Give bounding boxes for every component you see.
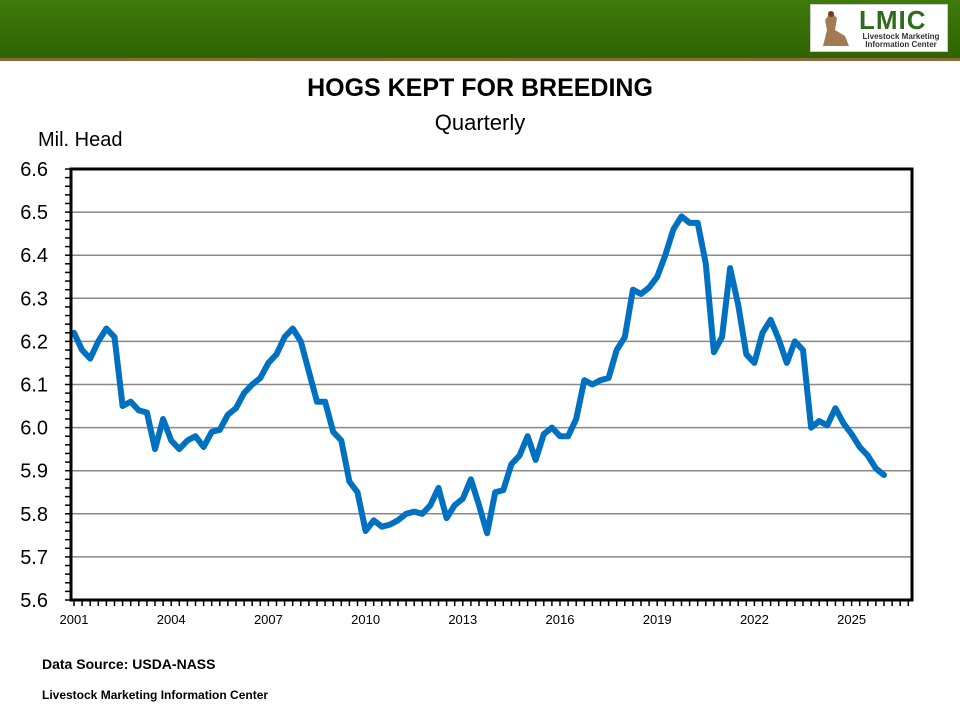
x-tick-label: 2019	[643, 612, 672, 627]
y-tick-label: 6.6	[20, 159, 48, 181]
x-tick-label: 2010	[351, 612, 380, 627]
chart-subtitle: Quarterly	[434, 110, 526, 135]
y-tick-label: 6.0	[20, 418, 48, 440]
footer-org: Livestock Marketing Information Center	[42, 688, 269, 702]
x-tick-label: 2025	[837, 612, 866, 627]
x-tick-label: 2022	[740, 612, 769, 627]
lmic-logo: LMIC Livestock Marketing Information Cen…	[810, 4, 948, 52]
logo-text: LMIC	[859, 5, 927, 35]
chart-title: HOGS KEPT FOR BREEDING	[307, 74, 653, 102]
plot-frame	[69, 167, 914, 602]
logo-subtext-line2: Information Center	[865, 40, 937, 49]
logo-subtext: Livestock Marketing Information Center	[857, 33, 945, 49]
y-tick-label: 5.8	[20, 504, 48, 526]
y-tick-label: 6.5	[20, 202, 48, 224]
y-tick-label: 5.7	[20, 547, 48, 569]
y-tick-label: 5.6	[20, 590, 48, 612]
series-line	[71, 213, 887, 537]
header-banner: LMIC Livestock Marketing Information Cen…	[0, 0, 960, 61]
x-tick-label: 2004	[157, 612, 186, 627]
y-tick-label: 6.3	[20, 288, 48, 310]
logo-subtext-line1: Livestock Marketing	[862, 32, 940, 41]
cowboy-logo-icon	[823, 11, 849, 46]
y-tick-label: 6.4	[20, 245, 48, 267]
y-axis-label: Mil. Head	[38, 129, 123, 151]
y-tick-label: 6.1	[20, 375, 48, 397]
data-source: Data Source: USDA-NASS	[42, 656, 216, 672]
x-tick-label: 2007	[254, 612, 283, 627]
x-tick-label: 2013	[448, 612, 477, 627]
y-tick-label: 5.9	[20, 461, 48, 483]
y-tick-label: 6.2	[20, 331, 48, 353]
x-tick-label: 2001	[60, 612, 89, 627]
x-tick-label: 2016	[546, 612, 575, 627]
